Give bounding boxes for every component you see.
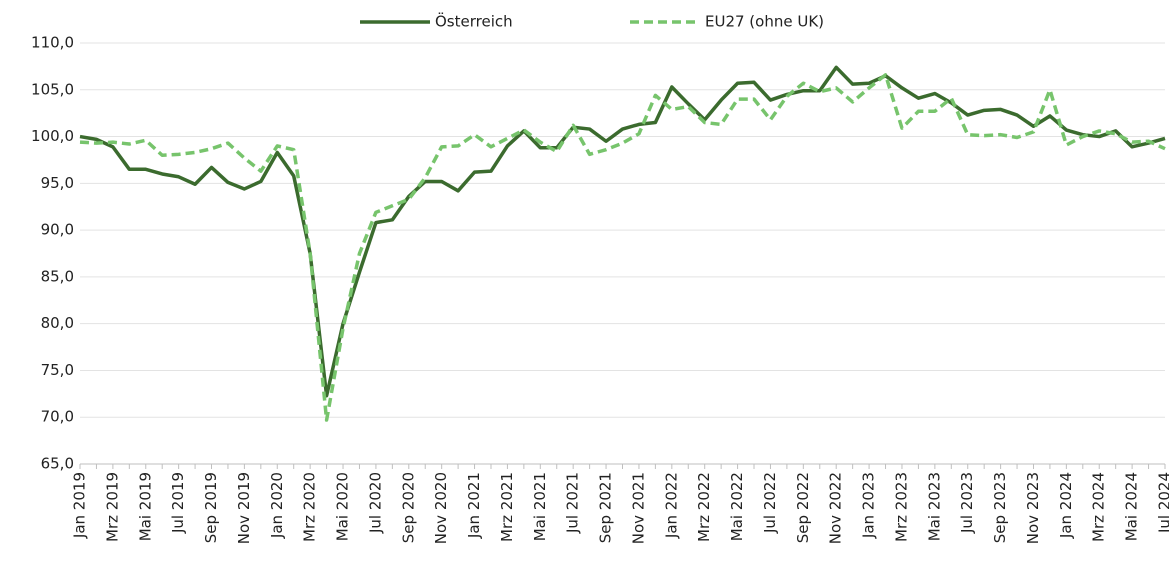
y-tick-label: 95,0 [41,174,74,192]
y-tick-label: 110,0 [31,34,74,52]
series-line [79,73,1166,422]
x-tick-label: Sep 2022 [794,472,812,543]
x-tick-label: Jul 2024 [1156,472,1169,534]
x-tick-label: Jan 2024 [1057,472,1075,539]
x-tick-label: Jul 2022 [761,472,779,534]
x-tick-label: Jan 2020 [268,472,286,539]
x-tick-label: Mrz 2023 [892,472,910,542]
x-tick-label: Mai 2022 [728,472,746,541]
x-tick-label: Mai 2019 [136,472,154,541]
x-tick-label: Nov 2021 [629,472,647,544]
x-tick-label: Nov 2023 [1024,472,1042,544]
y-tick-label: 90,0 [41,221,74,239]
y-tick-label: 65,0 [41,455,74,473]
x-tick-label: Sep 2020 [399,472,417,543]
x-tick-label: Mrz 2021 [498,472,516,542]
y-tick-label: 100,0 [31,127,74,145]
y-tick-label: 70,0 [41,408,74,426]
x-tick-label: Jan 2022 [662,472,680,539]
legend-label: EU27 (ohne UK) [705,13,824,31]
x-tick-label: Jan 2023 [860,472,878,539]
y-tick-label: 75,0 [41,361,74,379]
x-tick-label: Jan 2021 [465,472,483,539]
x-tick-label: Jul 2023 [958,472,976,534]
x-tick-label: Nov 2019 [235,472,253,544]
y-tick-label: 105,0 [31,80,74,98]
x-tick-label: Sep 2023 [991,472,1009,543]
x-tick-label: Nov 2022 [827,472,845,544]
x-tick-label: Sep 2021 [597,472,615,543]
x-tick-label: Mai 2020 [334,472,352,541]
x-tick-label: Jan 2019 [71,472,89,539]
x-tick-label: Mai 2021 [531,472,549,541]
x-tick-label: Mrz 2024 [1090,472,1108,542]
x-tick-label: Mai 2023 [925,472,943,541]
legend-label: Österreich [435,12,513,31]
y-tick-label: 85,0 [41,267,74,285]
x-tick-label: Mai 2024 [1123,472,1141,541]
x-tick-label: Mrz 2020 [301,472,319,542]
y-tick-label: 80,0 [41,314,74,332]
x-tick-label: Jul 2019 [169,472,187,534]
x-tick-label: Sep 2019 [202,472,220,543]
x-tick-label: Nov 2020 [432,472,450,544]
series-line [79,65,1166,398]
x-tick-label: Jul 2021 [564,472,582,534]
x-tick-label: Mrz 2022 [695,472,713,542]
x-tick-label: Mrz 2019 [103,472,121,542]
x-tick-label: Jul 2020 [366,472,384,534]
